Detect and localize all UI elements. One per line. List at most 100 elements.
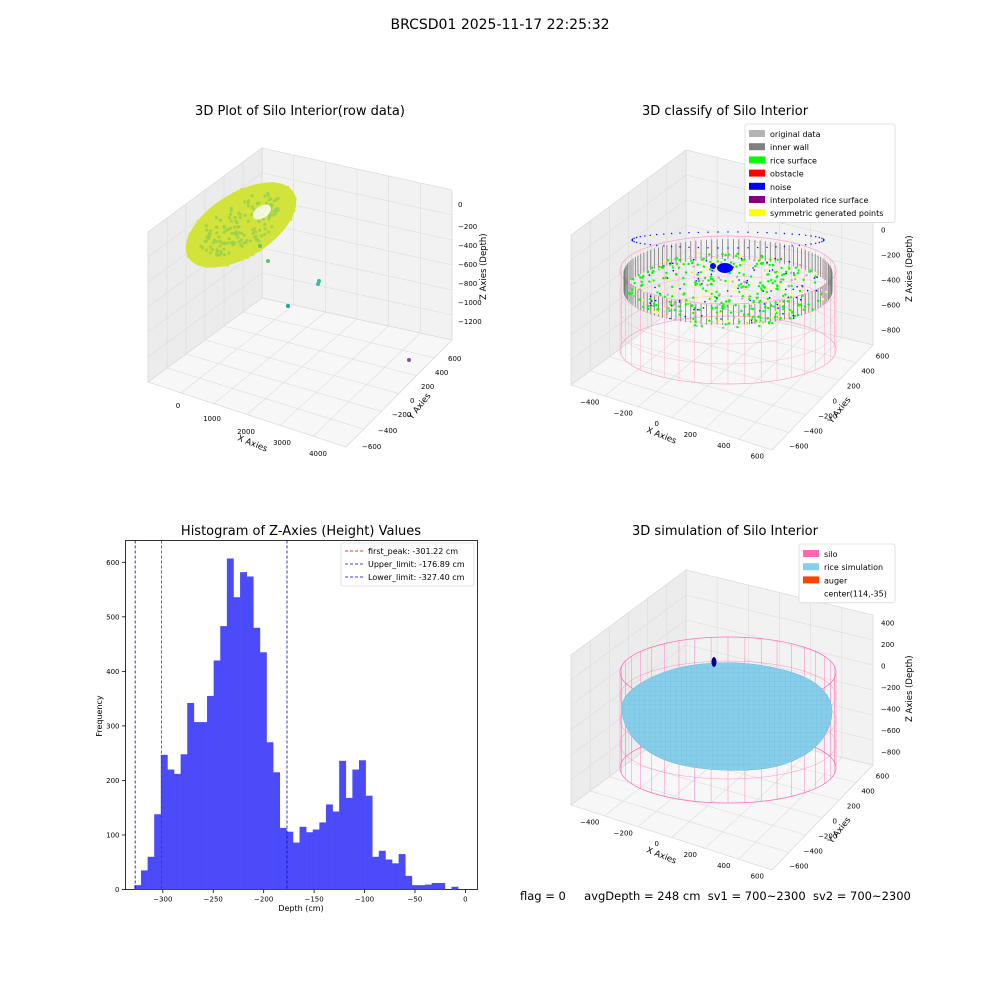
cluster-point xyxy=(213,261,217,265)
classified-point xyxy=(678,301,681,303)
histogram-bar xyxy=(451,886,459,890)
classified-point xyxy=(807,303,810,306)
classified-point xyxy=(726,290,729,292)
y-tick-label: 600 xyxy=(876,773,889,781)
classified-point xyxy=(638,298,641,301)
histogram-bar xyxy=(246,576,254,890)
classified-point xyxy=(796,272,799,275)
classified-point xyxy=(737,284,741,287)
legend-swatch xyxy=(803,563,819,571)
classified-point xyxy=(785,313,788,316)
cluster-point xyxy=(233,225,237,229)
y-tick-label: 200 xyxy=(847,803,860,811)
classified-point xyxy=(747,263,750,266)
noise-point xyxy=(707,231,709,233)
classified-point xyxy=(738,290,741,294)
y-tick-label: 0 xyxy=(833,818,837,826)
cluster-point xyxy=(263,232,267,237)
histogram-bar xyxy=(398,854,406,890)
classified-point xyxy=(668,309,671,312)
x-tick-label: −50 xyxy=(408,896,423,904)
classified-point xyxy=(813,281,817,284)
classified-point xyxy=(676,282,679,286)
cluster-point xyxy=(218,239,222,243)
classified-point xyxy=(738,316,741,319)
legend-label: inner wall xyxy=(770,143,809,152)
histogram-bar xyxy=(332,811,340,890)
grid-line xyxy=(345,339,453,448)
classified-point xyxy=(780,274,784,277)
z-tick-label: −800 xyxy=(881,327,900,335)
classified-point xyxy=(757,285,761,288)
classified-point xyxy=(816,276,818,279)
classified-point xyxy=(631,288,634,291)
classified-point xyxy=(715,317,718,320)
noise-point xyxy=(757,231,759,234)
classified-point xyxy=(648,280,651,283)
cluster-point xyxy=(283,194,288,198)
x-tick-label: 400 xyxy=(717,442,730,450)
legend-swatch xyxy=(749,169,765,177)
classified-point xyxy=(719,310,722,313)
cluster-point xyxy=(288,217,292,221)
cluster-point xyxy=(211,241,215,245)
classified-point xyxy=(632,294,636,298)
classified-point xyxy=(669,262,671,265)
auger-shaft xyxy=(711,657,717,667)
classified-point xyxy=(788,267,791,270)
classified-point xyxy=(637,274,640,277)
classified-point xyxy=(641,299,645,302)
cluster-point xyxy=(233,231,237,235)
classified-point xyxy=(723,258,727,262)
classified-point xyxy=(658,284,661,287)
cluster-point xyxy=(217,253,221,257)
classified-point xyxy=(692,317,695,321)
classified-point xyxy=(672,269,675,272)
cluster-point xyxy=(229,241,233,245)
classified-point xyxy=(749,275,753,278)
classified-point xyxy=(736,325,739,329)
histogram-bar xyxy=(352,769,360,890)
cluster-point xyxy=(258,228,262,232)
cluster-point xyxy=(219,200,223,204)
classified-point xyxy=(795,275,798,279)
y-tick-label: 0 xyxy=(115,886,119,894)
noise-cluster xyxy=(717,263,733,273)
reference-lines xyxy=(134,540,288,890)
noise-point xyxy=(663,233,665,235)
x-tick-label: −150 xyxy=(304,896,323,904)
legend-swatch xyxy=(749,156,765,164)
y-tick-label: −400 xyxy=(378,427,397,435)
noise-point xyxy=(775,246,777,248)
classified-point xyxy=(706,283,709,287)
noise-point xyxy=(766,232,768,234)
classified-point xyxy=(793,272,795,274)
classified-point xyxy=(647,307,650,311)
cluster-point xyxy=(283,215,287,219)
z-tick-label: 200 xyxy=(881,641,894,649)
legend-label: center(114,-35) xyxy=(824,590,887,599)
classified-point xyxy=(673,308,677,312)
classified-point xyxy=(820,286,823,290)
classified-point xyxy=(755,296,758,300)
cluster-point xyxy=(192,257,196,261)
classified-point xyxy=(766,317,769,320)
classified-point xyxy=(635,287,639,290)
cluster-point xyxy=(240,244,244,248)
classified-point xyxy=(659,293,662,296)
cluster-point xyxy=(223,242,227,246)
classified-point xyxy=(771,322,774,325)
histogram-bar xyxy=(345,797,353,890)
z-tick-labels: 0 −200 −400 −600 −800 −1000 −1200 xyxy=(458,201,482,326)
classified-point xyxy=(654,286,656,289)
classified-point xyxy=(682,263,685,266)
classified-point xyxy=(728,322,731,325)
cluster-point xyxy=(225,263,229,267)
y-tick-label: 300 xyxy=(106,722,119,730)
classified-point xyxy=(815,289,818,292)
histogram-bar xyxy=(418,885,426,890)
cluster-point xyxy=(222,224,226,228)
x-tick-labels: −400 −200 0 200 400 600 xyxy=(580,398,764,460)
legend-label: rice simulation xyxy=(824,563,883,572)
classified-point xyxy=(663,295,666,298)
